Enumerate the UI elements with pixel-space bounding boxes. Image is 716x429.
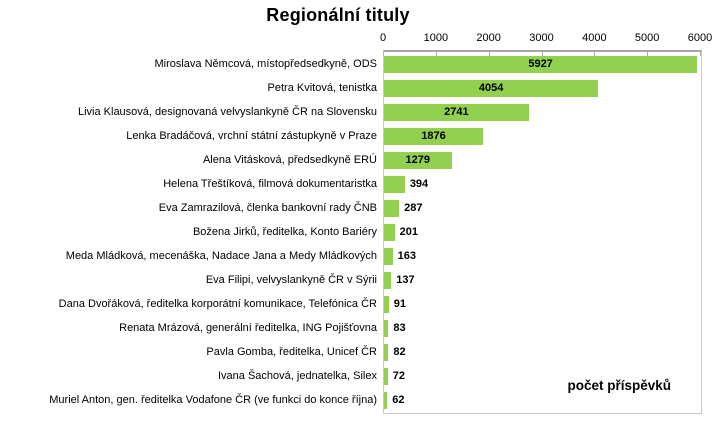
value-axis-label: počet příspěvků [567,378,671,393]
value-label: 5927 [528,58,553,70]
x-tick-label: 4000 [582,32,607,44]
plot-area: 5927 4054 2741 1876 1279 394 287 201 163 137 91 83 8… [383,50,702,414]
bar-row: 91 [384,292,701,316]
x-tick-label: 6000 [687,32,713,44]
category-label: Meda Mládková, mecenáška, Nadace Jana a … [65,250,377,262]
category-label: Livia Klausová, designovaná velvyslankyn… [77,106,377,118]
bar-row: 394 [384,172,701,196]
value-label: 91 [393,298,407,310]
x-tick-label: 1000 [423,32,449,44]
chart-title: Regionální tituly [266,5,410,25]
bar [384,199,400,217]
category-label: Miroslava Němcová, místopředsedkyně, ODS [154,58,377,70]
x-tick-label: 5000 [634,32,660,44]
bar-row: 5927 [384,52,701,76]
bar-row: 137 [384,268,701,292]
bar [384,223,395,241]
bar-row: 201 [384,220,701,244]
bar: 1876 [384,127,484,145]
bar [384,271,392,289]
category-label: Božena Jirků, ředitelka, Konto Bariéry [192,226,377,238]
value-label: 287 [404,202,423,214]
category-label: Muriel Anton, gen. ředitelka Vodafone ČR… [49,394,377,406]
value-label: 163 [397,250,416,262]
category-label: Petra Kvitová, tenistka [267,82,377,94]
category-label: Lenka Bradáčová, vrchní státní zástupkyn… [126,130,377,142]
category-label: Ivana Šachová, jednatelka, Silex [218,370,377,382]
x-tick-label: 2000 [476,32,501,44]
value-label: 4054 [478,82,504,94]
bar-row: 2741 [384,100,701,124]
x-tick-mark [541,52,543,56]
value-label: 72 [392,370,406,382]
category-axis-labels: Miroslava Němcová, místopředsedkyně, ODS… [0,52,383,412]
value-label: 62 [392,394,405,406]
bar-row: 4054 [384,76,701,100]
bar-rows: 5927 4054 2741 1876 1279 394 287 201 163 137 91 83 8… [384,52,701,413]
bar-row: 1876 [384,124,701,148]
x-tick-label: 0 [379,32,387,44]
bar-row: 163 [384,244,701,268]
x-axis-tick-labels: 0 1000 2000 3000 4000 5000 6000 [379,32,712,45]
category-label: Helena Třeštíková, filmová dokumentarist… [163,178,377,190]
x-tick-label: 3000 [529,32,554,44]
x-tick-mark [594,52,596,56]
bar-row: 62 [384,388,701,412]
value-label: 83 [393,322,406,334]
category-label: Pavla Gomba, ředitelka, Unicef ČR [206,346,377,358]
bar-row: 83 [384,316,701,340]
value-label: 82 [393,346,406,358]
x-tick-mark [488,52,490,56]
value-label: 394 [409,178,429,190]
category-label: Eva Filipi, velvyslankyně ČR v Sýrii [205,274,377,286]
category-label: Eva Zamrazilová, členka bankovní rady ČN… [158,202,377,214]
bar-row: 72 [384,364,701,388]
bar: 5927 [384,55,698,73]
bar [384,343,389,361]
bar: 1279 [384,151,452,169]
bar: 4054 [384,79,599,97]
bar-row: 287 [384,196,701,220]
bar [384,295,389,313]
bar: 2741 [384,103,529,121]
bar [384,175,405,193]
bar-row: 1279 [384,148,701,172]
x-tick-mark [647,52,649,56]
category-label: Alena Vitásková, předsedkyně ERÚ [202,154,377,166]
bar-row: 82 [384,340,701,364]
value-label: 2741 [444,106,469,118]
x-tick-mark [435,52,437,56]
value-label: 201 [399,226,418,238]
category-label: Dana Dvořáková, ředitelka korporátní kom… [58,298,377,310]
value-label: 137 [396,274,415,286]
bar [384,391,388,409]
bar [384,367,388,385]
x-tick-mark [700,52,701,56]
value-label: 1279 [405,154,431,166]
value-label: 1876 [421,130,446,142]
bar [384,319,389,337]
x-tick-mark [383,52,384,56]
category-label: Renata Mrázová, generální ředitelka, ING… [119,322,377,334]
bar [384,247,393,265]
